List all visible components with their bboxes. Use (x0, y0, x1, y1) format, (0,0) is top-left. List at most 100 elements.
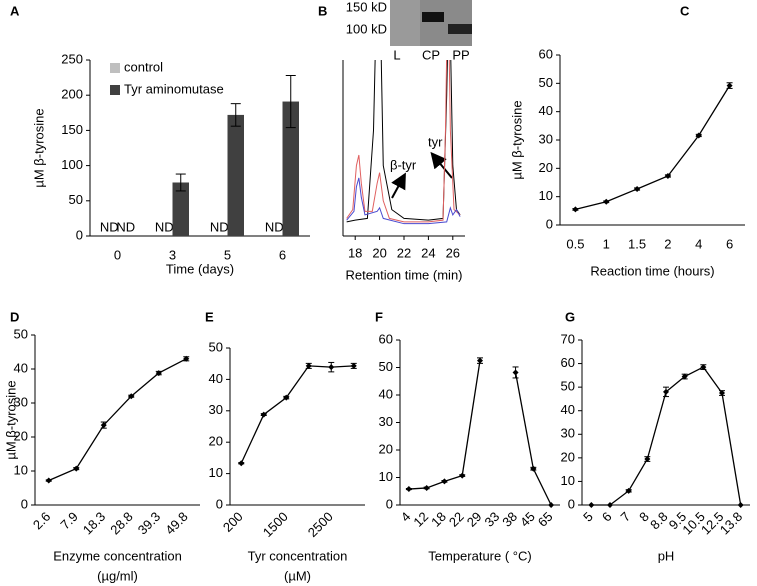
gel-marker: 100 kD (346, 21, 387, 36)
y-tick-label: 10 (14, 462, 28, 477)
point (423, 484, 430, 491)
x-tick-label: 13.8 (717, 509, 746, 538)
arrow (391, 172, 406, 199)
y-tick-label: 20 (379, 441, 393, 456)
x-tick-label: 2 (664, 236, 671, 251)
point (634, 186, 641, 193)
x-axis-label: Reaction time (hours) (590, 263, 714, 278)
point (328, 364, 335, 371)
line (575, 85, 731, 211)
gel-lane-label: CP (422, 47, 440, 62)
y-tick-label: 10 (561, 473, 575, 488)
x-tick-label: 28.8 (107, 509, 136, 538)
point (681, 373, 688, 380)
y-tick-label: 70 (561, 331, 575, 346)
point (663, 388, 669, 395)
y-tick-label: 60 (379, 331, 393, 346)
y-tick-label: 30 (14, 394, 28, 409)
x-axis-label: (µg/ml) (97, 568, 138, 583)
point (183, 355, 190, 362)
x-tick-label: 18.3 (80, 509, 109, 538)
value-label: ND (265, 219, 284, 234)
point (726, 82, 733, 89)
x-tick-label: 65 (535, 509, 556, 530)
x-axis-label: Time (days) (166, 261, 234, 276)
y-tick-label: 0 (76, 227, 83, 242)
y-tick-label: 0 (386, 496, 393, 511)
x-tick-label: 18 (348, 245, 362, 260)
bar (172, 182, 189, 236)
point (695, 132, 702, 139)
point (305, 362, 312, 369)
x-tick-label: 5 (224, 247, 231, 262)
x-tick-label: 200 (220, 509, 246, 535)
y-tick-label: 20 (539, 160, 553, 175)
gel-band (448, 24, 472, 34)
x-axis-label: (µM) (284, 568, 311, 583)
value-label: ND (116, 219, 135, 234)
legend-label: Tyr aminomutase (124, 81, 224, 96)
x-tick-label: 22 (397, 245, 411, 260)
point (283, 394, 290, 401)
x-tick-label: 26 (446, 245, 460, 260)
y-tick-label: 10 (209, 465, 223, 480)
legend-label: control (124, 59, 163, 74)
panel-label: E (205, 309, 214, 324)
point (260, 411, 267, 418)
x-tick-label: 6 (279, 247, 286, 262)
y-tick-label: 50 (14, 326, 28, 341)
x-tick-label: 1500 (260, 509, 291, 540)
panel-label: B (318, 3, 327, 18)
point (572, 206, 579, 213)
y-axis-label: µM β-tyrosine (509, 100, 524, 179)
y-tick-label: 0 (546, 216, 553, 231)
y-axis-label: µM β-tyrosine (31, 108, 46, 187)
arrow (430, 151, 453, 179)
y-tick-label: 50 (539, 75, 553, 90)
point (548, 502, 555, 508)
y-tick-label: 30 (379, 414, 393, 429)
x-tick-label: 2500 (305, 509, 336, 540)
x-tick-label: 24 (421, 245, 435, 260)
legend-swatch (110, 85, 120, 95)
x-tick-label: 0 (114, 247, 121, 262)
annotation: β-tyr (390, 157, 417, 172)
y-tick-label: 100 (61, 157, 83, 172)
y-tick-label: 200 (61, 87, 83, 102)
point (737, 502, 744, 508)
y-tick-label: 150 (61, 122, 83, 137)
x-tick-label: 6 (599, 509, 615, 525)
point (625, 487, 632, 494)
panel-label: C (680, 3, 690, 18)
y-tick-label: 40 (561, 402, 575, 417)
gel-band (422, 12, 444, 22)
gel-marker: 150 kD (346, 0, 387, 14)
gel-lane-label: PP (452, 47, 469, 62)
x-tick-label: 6 (726, 236, 733, 251)
x-axis-label: Temperature ( °C) (428, 548, 531, 563)
value-label: ND (100, 219, 119, 234)
point (603, 198, 610, 205)
x-tick-label: 39.3 (135, 509, 164, 538)
point (588, 502, 595, 508)
value-label: ND (155, 219, 174, 234)
y-tick-label: 10 (539, 188, 553, 203)
y-tick-label: 0 (568, 496, 575, 511)
point (238, 460, 245, 467)
point (128, 393, 135, 400)
trace (346, 60, 461, 223)
x-tick-label: 20 (372, 245, 386, 260)
y-tick-label: 0 (21, 496, 28, 511)
y-tick-label: 60 (561, 355, 575, 370)
x-tick-label: 4 (695, 236, 702, 251)
x-axis-label: Enzyme concentration (53, 548, 182, 563)
bar (282, 101, 299, 236)
x-tick-label: 1.5 (628, 236, 646, 251)
y-tick-label: 250 (61, 51, 83, 66)
y-tick-label: 20 (209, 434, 223, 449)
y-tick-label: 40 (379, 386, 393, 401)
x-tick-label: 2.6 (30, 509, 53, 532)
x-tick-label: 7.9 (57, 509, 80, 532)
y-tick-label: 50 (379, 359, 393, 374)
